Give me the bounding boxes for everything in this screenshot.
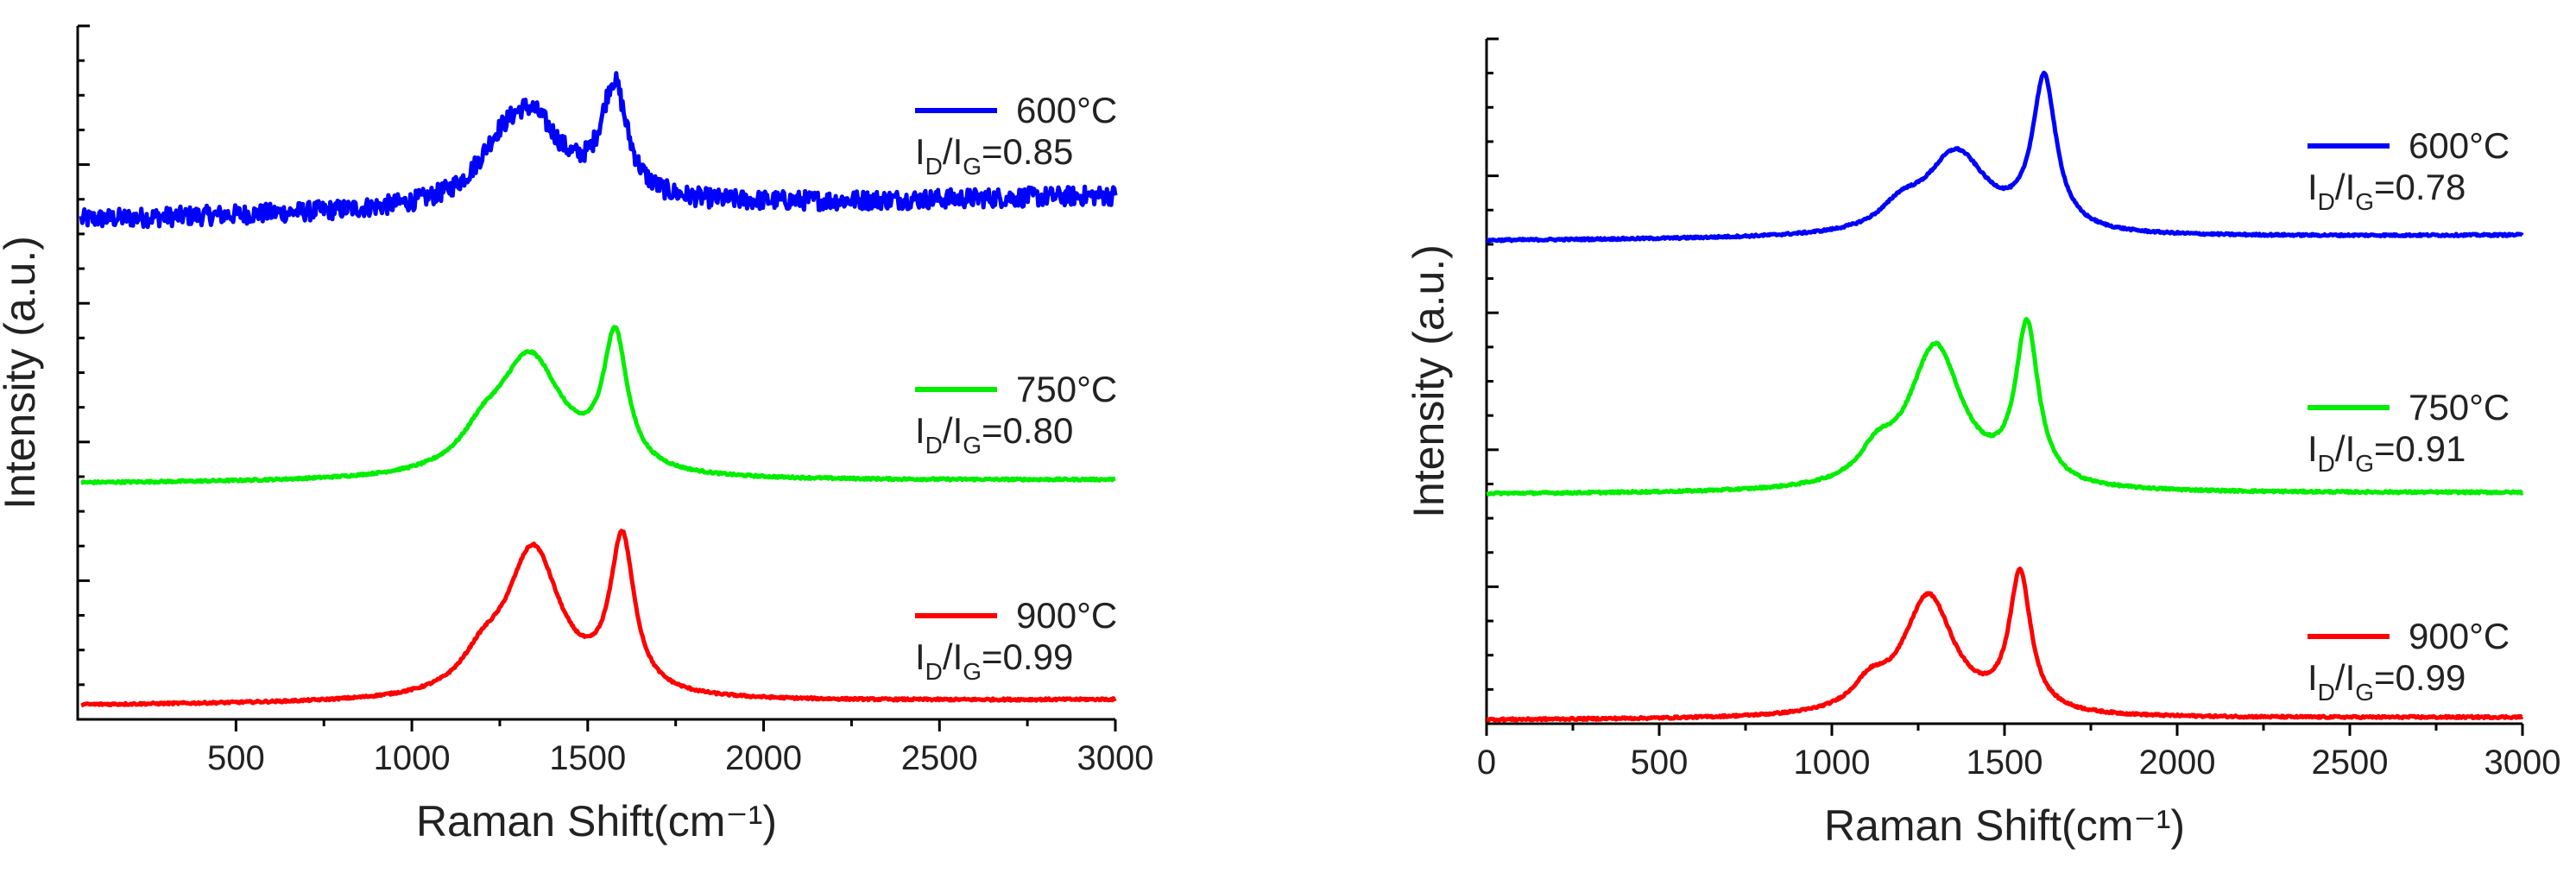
series-line-900 [79,529,1117,708]
x-tick-label: 500 [1631,744,1689,782]
y-axis-label: Intensity (a.u.) [0,236,44,510]
series-line-600 [1485,70,2524,244]
legend-label: 600°C [1016,90,1117,130]
legend-label: 750°C [1016,369,1117,409]
ratio-annotation: ID/IG=0.78 [2308,167,2466,215]
chart-right: 0 500 1000 1500 2000 2500 3000 Raman Shift(cm⁻¹… [1405,37,2561,850]
x-tick-label: 500 [207,739,265,777]
series-line-750 [1485,317,2524,497]
ratio-annotation: ID/IG=0.99 [915,636,1073,685]
x-tick-label: 3000 [1077,739,1154,777]
x-tick-label: 2500 [901,739,978,777]
x-tick-label: 1500 [549,739,626,777]
x-tick-label: 2000 [2139,744,2216,782]
axes [1485,39,2522,725]
x-tick-label: 3000 [2484,744,2561,782]
x-axis-label: Raman Shift(cm⁻¹) [1824,801,2185,850]
series-line-600 [79,71,1118,230]
ratio-annotation: ID/IG=0.99 [2308,657,2466,706]
legend-label: 750°C [2409,387,2510,427]
ratio-annotation: ID/IG=0.85 [915,131,1073,180]
x-tick-label: 1000 [374,739,451,777]
x-tick-label: 1500 [1967,744,2043,782]
legend-label: 600°C [2409,125,2510,166]
legend-label: 900°C [1016,595,1117,636]
chart-left: 500 1000 1500 2000 2500 3000 Raman Shift(cm⁻¹)… [0,24,1154,845]
ratio-annotation: ID/IG=0.91 [2308,428,2466,477]
ratio-annotation: ID/IG=0.80 [915,410,1073,459]
x-tick-label: 0 [1477,744,1496,782]
y-axis-label: Intensity (a.u.) [1405,244,1453,518]
x-tick-label: 1000 [1794,744,1871,782]
legend-label: 900°C [2409,616,2510,656]
series-line-900 [1485,567,2524,723]
x-tick-label: 2000 [725,739,802,777]
x-axis-label: Raman Shift(cm⁻¹) [416,797,777,845]
series-line-750 [79,325,1117,485]
x-tick-label: 2500 [2312,744,2389,782]
